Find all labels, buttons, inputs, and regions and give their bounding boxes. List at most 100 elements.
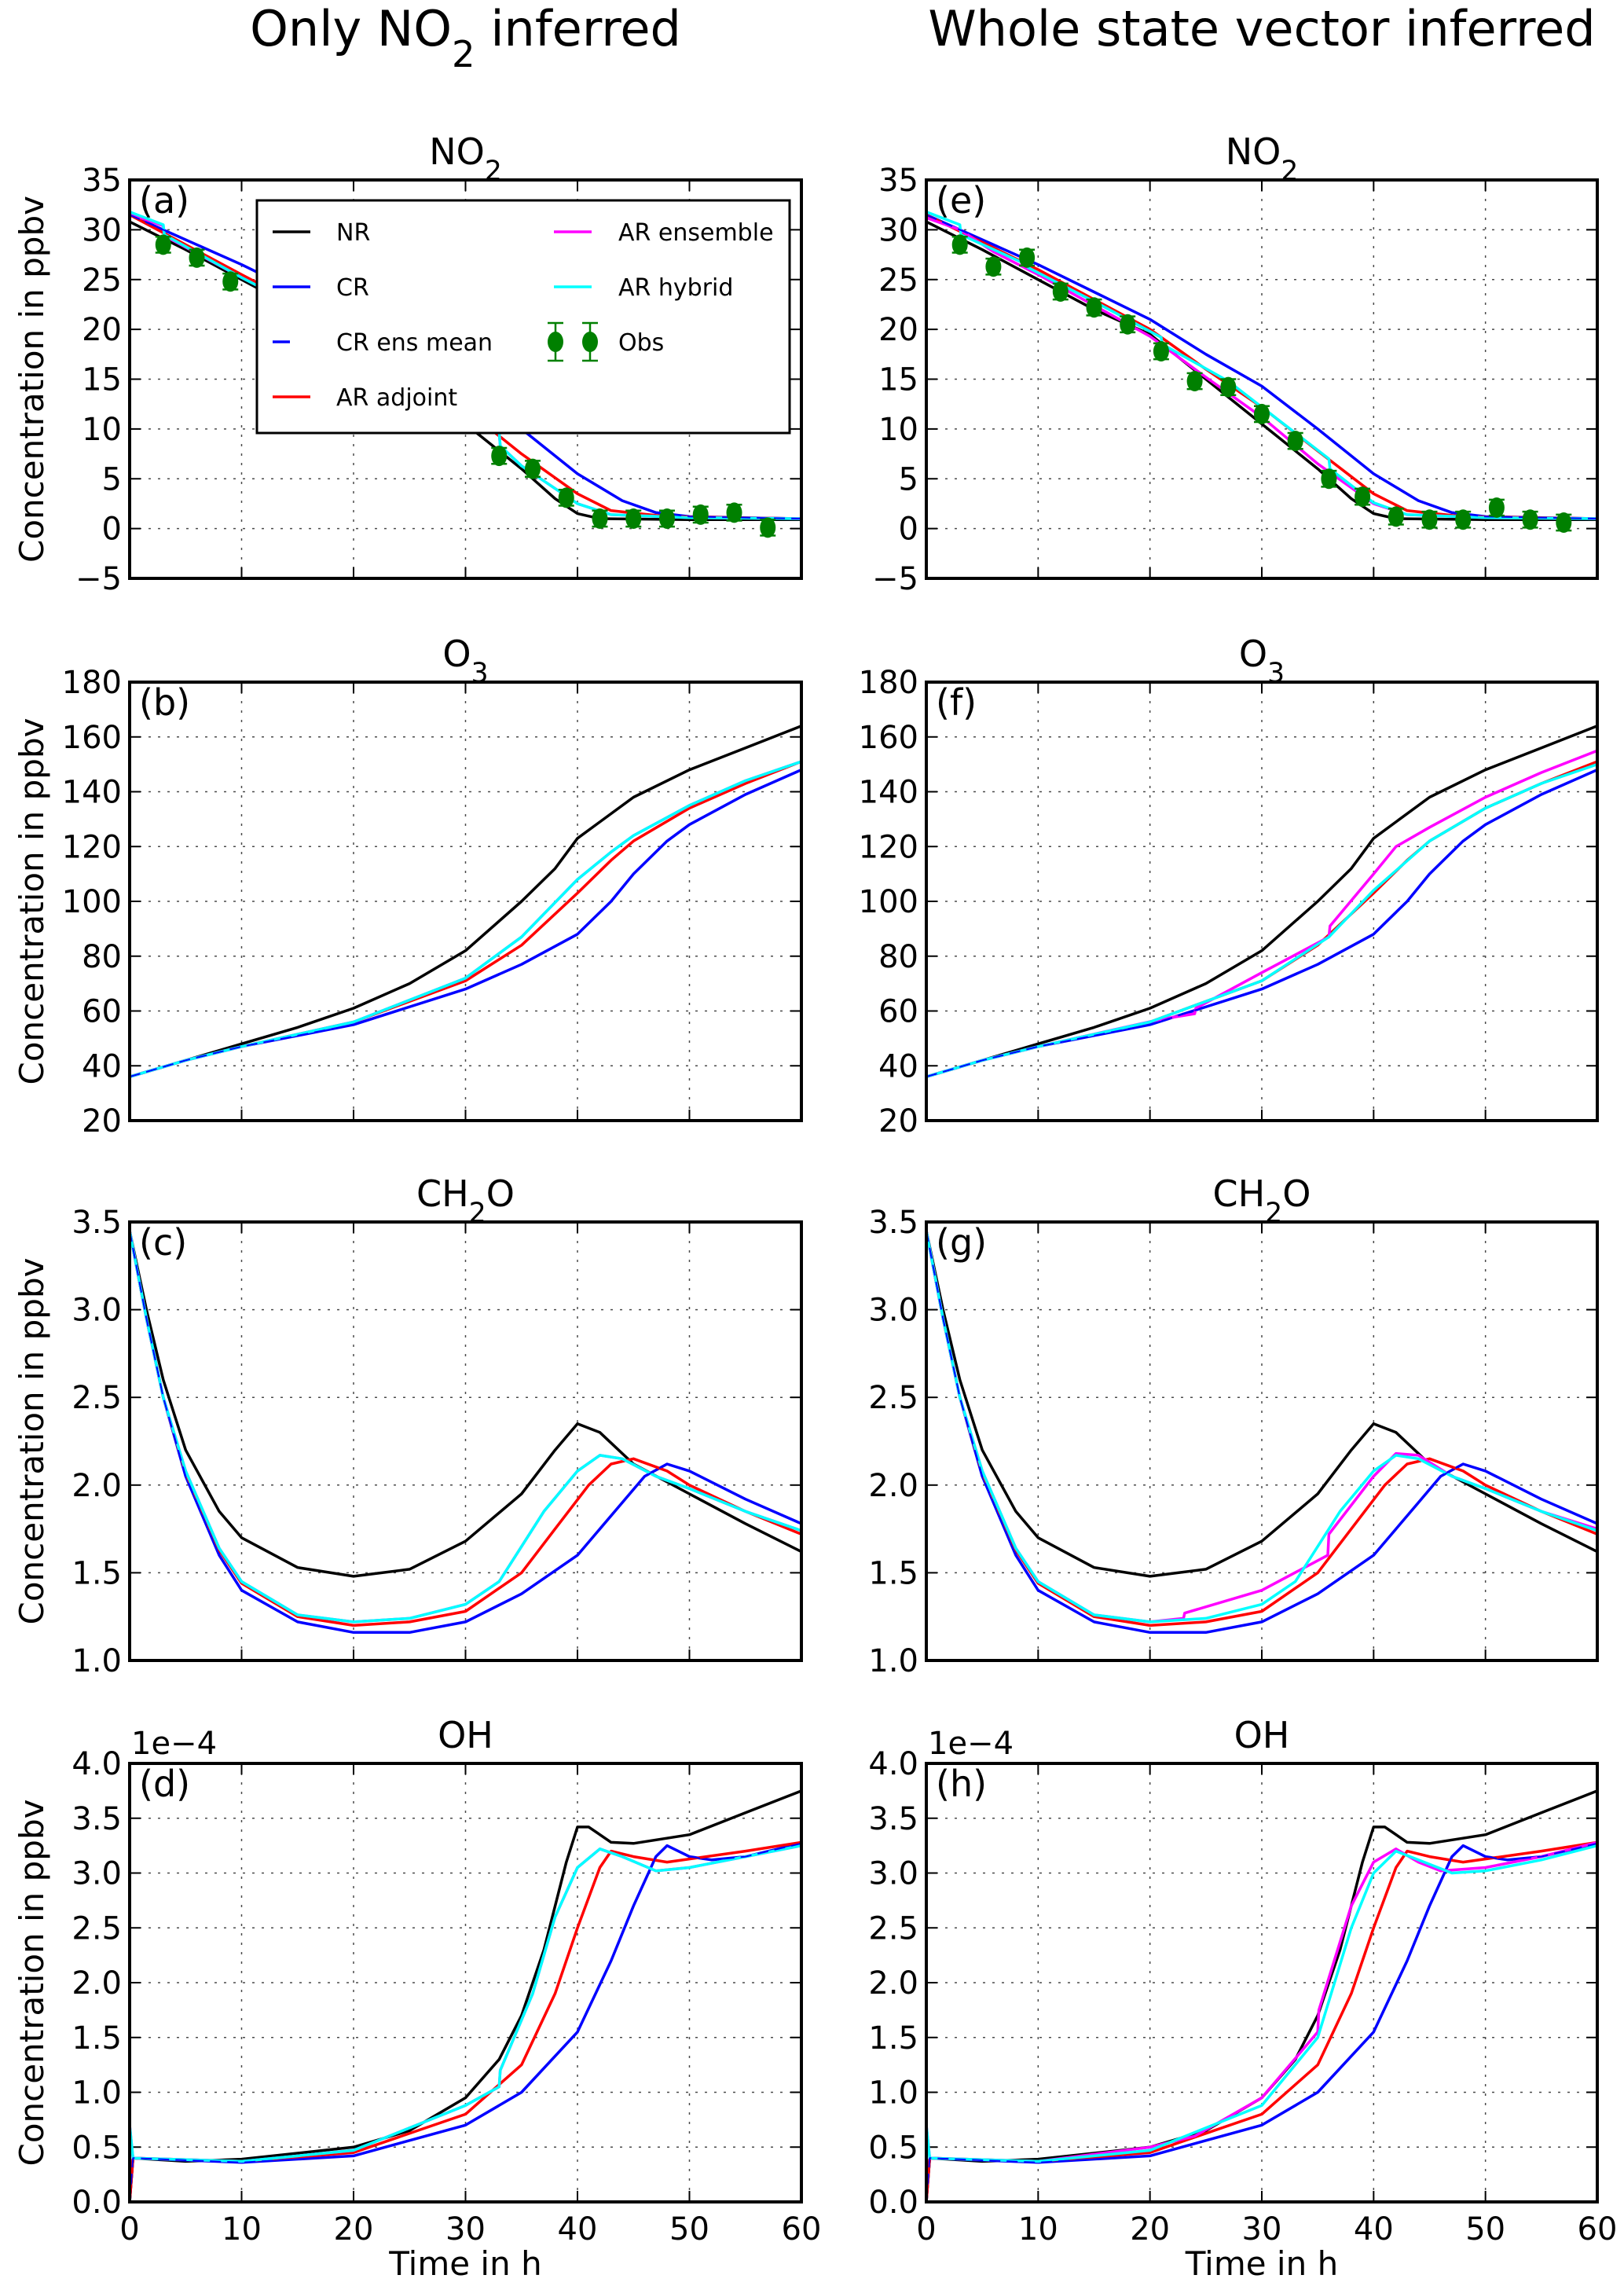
- y-tick-label: 160: [62, 720, 122, 756]
- y-tick-label: 2.5: [71, 1910, 122, 1947]
- obs-point: [1355, 486, 1371, 508]
- obs-point: [1220, 376, 1237, 398]
- series-ar-hybrid: [130, 1230, 801, 1624]
- y-axis-label: Concentration in ppbv: [13, 196, 51, 563]
- panel-label: (d): [139, 1763, 190, 1805]
- legend-item: NR: [273, 219, 370, 247]
- y-tick-label: 3.0: [71, 1856, 122, 1892]
- y-tick-label: 4.0: [71, 1746, 122, 1782]
- obs-marker: [625, 508, 642, 529]
- obs-marker: [1388, 506, 1404, 527]
- series-ar-ensemble: [926, 1840, 1597, 2163]
- y-tick-label: 3.5: [868, 1801, 918, 1837]
- obs-point: [1019, 247, 1036, 268]
- text-segment: O: [486, 1172, 515, 1215]
- x-tick-label: 0: [916, 2211, 936, 2247]
- series-group: [926, 1789, 1597, 2202]
- text-segment: OH: [438, 1714, 493, 1756]
- obs-marker: [155, 234, 171, 255]
- y-exponent-label: 1e−4: [131, 1726, 217, 1762]
- text-segment: O: [1282, 1172, 1311, 1215]
- y-axis-label: Concentration in ppbv: [13, 1258, 51, 1625]
- obs-point: [1153, 341, 1169, 362]
- obs-point: [1522, 509, 1538, 530]
- x-tick-label: 40: [558, 2211, 598, 2247]
- text-segment: Only NO: [250, 0, 452, 57]
- axes-frame: [925, 1220, 1599, 1662]
- y-tick-label: 140: [859, 775, 918, 811]
- y-tick-label: 20: [82, 1103, 122, 1139]
- obs-point: [155, 234, 171, 255]
- y-tick-label: 40: [82, 1048, 122, 1084]
- series-ar-hybrid: [926, 1844, 1597, 2163]
- obs-point: [951, 234, 968, 255]
- obs-point: [1321, 468, 1337, 490]
- y-tick-label: −5: [75, 561, 122, 597]
- series-nr: [926, 725, 1597, 1078]
- legend-item: AR hybrid: [554, 274, 733, 302]
- axes-frame: [128, 1220, 803, 1662]
- series-nr: [130, 725, 801, 1078]
- y-tick-label: 35: [82, 163, 122, 199]
- y-tick-label: 1.5: [71, 1555, 122, 1591]
- obs-marker: [558, 487, 574, 508]
- axes-frame: [128, 178, 803, 580]
- y-axis-label: Concentration in ppbv: [13, 1800, 51, 2167]
- x-tick-label: 40: [1354, 2211, 1394, 2247]
- obs-marker: [1522, 509, 1538, 530]
- obs-point: [692, 504, 709, 525]
- y-tick-label: 60: [82, 994, 122, 1030]
- series-group: [130, 210, 801, 538]
- obs-marker: [1052, 281, 1069, 302]
- panel-title: NO2: [1226, 130, 1299, 187]
- obs-point: [491, 446, 508, 467]
- obs-point: [1052, 281, 1069, 302]
- y-tick-label: 2.0: [868, 1468, 918, 1504]
- x-tick-label: 30: [445, 2211, 486, 2247]
- y-tick-label: 20: [878, 312, 918, 348]
- x-axis-label: Time in h: [1185, 2244, 1338, 2283]
- series-ar-hybrid: [926, 762, 1597, 1078]
- series-nr: [130, 1789, 801, 2202]
- y-tick-label: 15: [82, 362, 122, 398]
- obs-point: [1388, 506, 1404, 527]
- y-tick-label: 5: [102, 461, 122, 497]
- y-tick-label: 4.0: [868, 1746, 918, 1782]
- obs-point: [1421, 509, 1438, 530]
- text-segment: CH: [1213, 1172, 1266, 1215]
- text-segment: O: [1239, 633, 1267, 675]
- panel-g: 1.0 1.5 2.0 2.5 3.0 3.5 (g) CH2O: [868, 1172, 1599, 1679]
- y-tick-label: 180: [62, 665, 122, 701]
- y-tick-label: 10: [878, 412, 918, 448]
- y-tick-label: 15: [878, 362, 918, 398]
- obs-marker: [1556, 512, 1572, 534]
- text-segment: OH: [1234, 1714, 1290, 1756]
- y-tick-label: 40: [878, 1048, 918, 1084]
- y-tick-label: 2.5: [868, 1380, 918, 1416]
- text-segment: NO: [1226, 130, 1281, 173]
- x-tick-label: 0: [119, 2211, 139, 2247]
- legend-label: CR: [336, 274, 369, 302]
- legend-label: CR ens mean: [336, 329, 493, 357]
- text-segment: CH: [416, 1172, 469, 1215]
- obs-marker: [659, 508, 675, 529]
- panel-title: CH2O: [1213, 1172, 1311, 1229]
- y-tick-label: 160: [859, 720, 918, 756]
- legend-item: AR adjoint: [273, 384, 457, 412]
- y-tick-label: 0.0: [71, 2185, 122, 2221]
- legend-label: AR ensemble: [618, 219, 774, 247]
- panel-title: O3: [442, 633, 488, 689]
- obs-marker: [1019, 247, 1036, 268]
- y-tick-label: 3.0: [868, 1856, 918, 1892]
- series-cr-ens-mean: [926, 769, 1597, 1078]
- y-tick-label: 3.5: [71, 1205, 122, 1241]
- panel-label: (g): [936, 1221, 987, 1264]
- y-tick-label: 2.5: [868, 1910, 918, 1947]
- obs-marker: [1488, 497, 1505, 519]
- obs-marker: [525, 458, 541, 479]
- y-axis-label: Concentration in ppbv: [13, 718, 51, 1085]
- panel-b: 20 40 60 80 100 120 140 160 180 (b) O3 Concentratio…: [13, 633, 803, 1139]
- axes-frame: [925, 1762, 1599, 2203]
- y-tick-label: 2.0: [71, 1965, 122, 2002]
- panel-label: (f): [936, 681, 977, 724]
